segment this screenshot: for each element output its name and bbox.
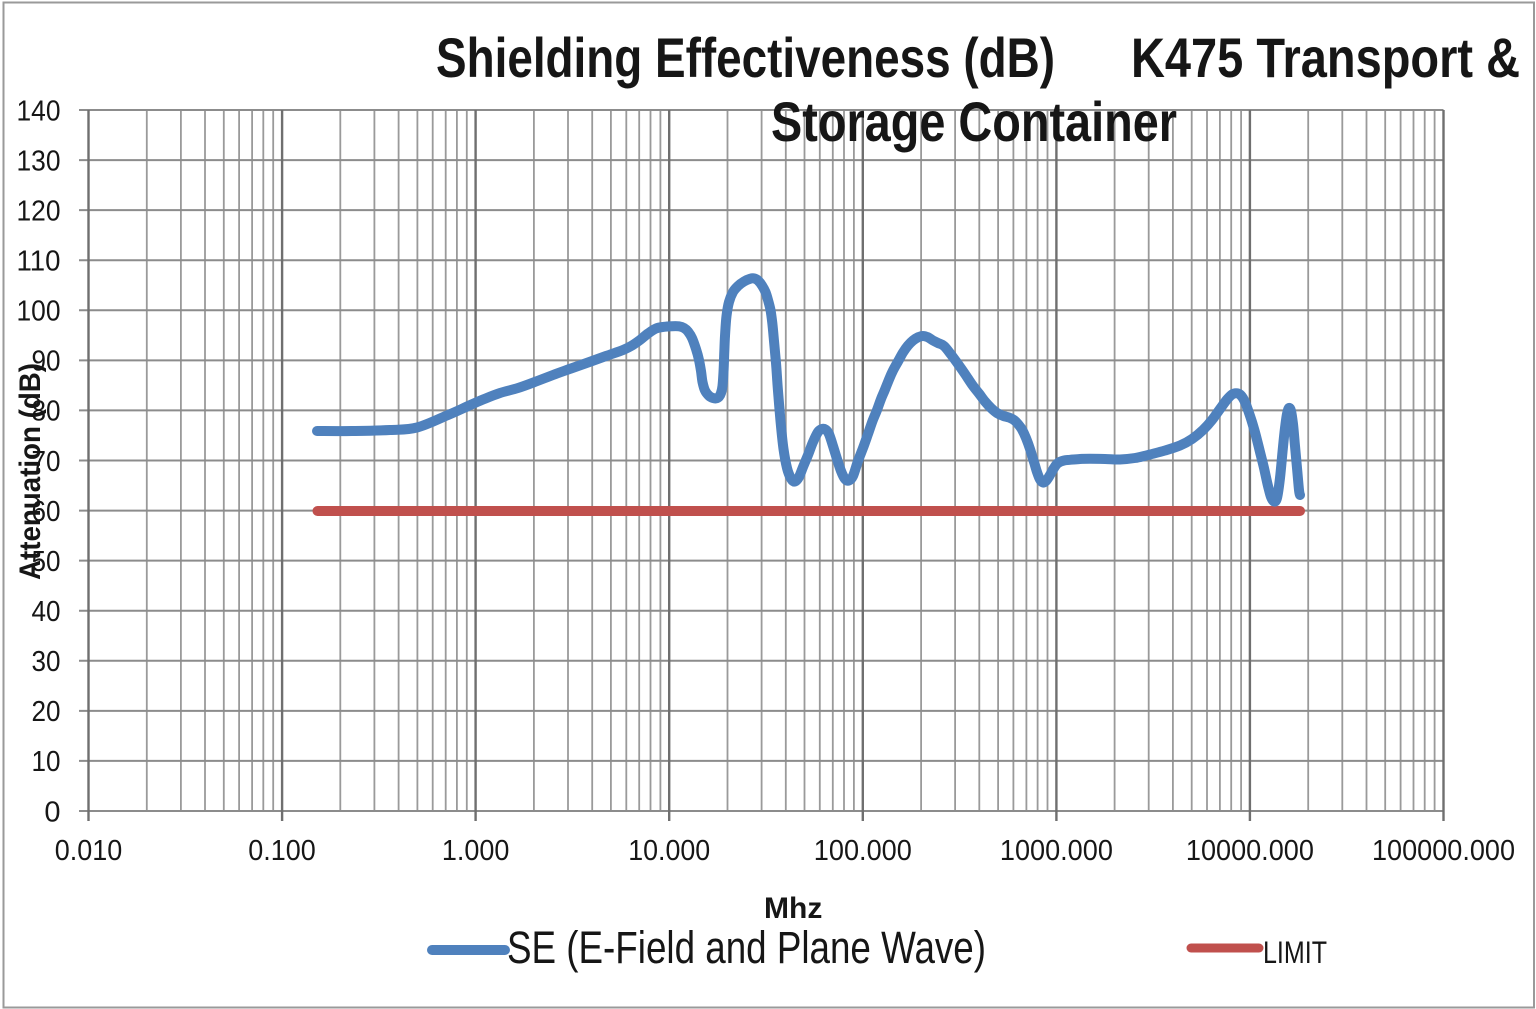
svg-text:20: 20 [32, 696, 61, 728]
svg-text:LIMIT: LIMIT [1263, 934, 1327, 970]
svg-text:70: 70 [32, 446, 61, 478]
svg-text:130: 130 [17, 145, 61, 177]
svg-text:120: 120 [17, 195, 61, 227]
svg-text:SE (E-Field and Plane Wave): SE (E-Field and Plane Wave) [507, 922, 986, 973]
svg-text:0.100: 0.100 [248, 835, 315, 867]
svg-text:1000.000: 1000.000 [1000, 835, 1113, 867]
svg-text:110: 110 [17, 246, 61, 278]
svg-text:10.000: 10.000 [628, 835, 710, 867]
svg-text:10000.000: 10000.000 [1186, 835, 1314, 867]
svg-text:Attenuation (dB): Attenuation (dB) [14, 363, 47, 580]
svg-text:140: 140 [17, 95, 61, 127]
svg-text:100.000: 100.000 [814, 835, 912, 867]
svg-text:80: 80 [32, 396, 61, 428]
svg-text:0.010: 0.010 [55, 835, 123, 867]
svg-text:Shielding Effectiveness (dB): Shielding Effectiveness (dB) [436, 26, 1055, 89]
svg-text:40: 40 [32, 596, 61, 628]
svg-text:Mhz: Mhz [764, 892, 822, 925]
svg-text:30: 30 [32, 646, 61, 678]
svg-text:10: 10 [32, 746, 61, 778]
svg-text:50: 50 [32, 546, 61, 578]
svg-text:100: 100 [17, 296, 61, 328]
svg-text:0: 0 [44, 796, 60, 828]
svg-text:K475 Transport &: K475 Transport & [1131, 26, 1520, 89]
svg-text:Storage Container: Storage Container [771, 90, 1177, 153]
svg-text:60: 60 [32, 496, 61, 528]
svg-text:90: 90 [32, 346, 61, 378]
svg-text:1.000: 1.000 [442, 835, 510, 867]
svg-text:100000.000: 100000.000 [1372, 835, 1515, 867]
